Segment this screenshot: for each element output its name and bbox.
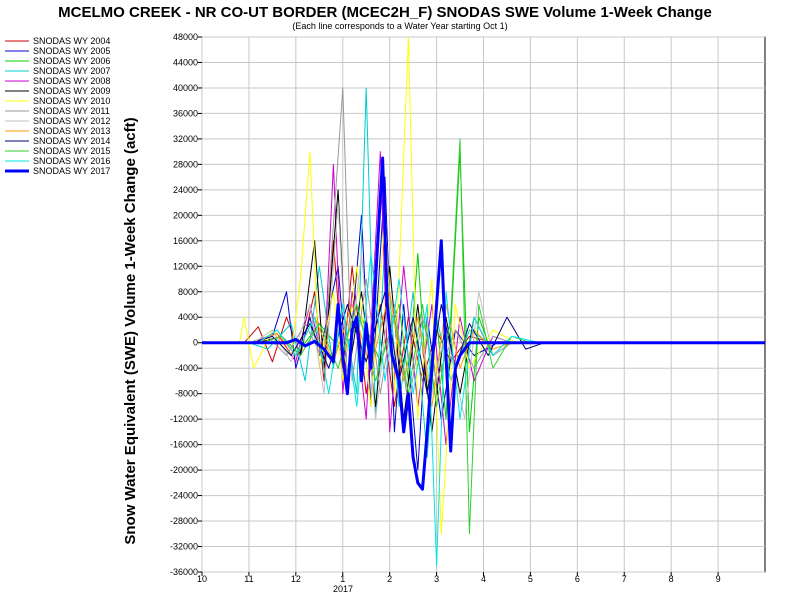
chart-subtitle: (Each line corresponds to a Water Year s… [292,21,507,31]
x-tick-labels: 10 11 12 1 2 3 4 5 6 7 8 9 [197,572,721,584]
y-tick-label: -8000 [175,389,198,399]
legend-entry: SNODAS WY 2010 [33,96,110,106]
legend-entry: SNODAS WY 2014 [33,136,110,146]
legend-entry: SNODAS WY 2007 [33,66,110,76]
legend-entry: SNODAS WY 2012 [33,116,110,126]
legend-entry: SNODAS WY 2008 [33,76,110,86]
series-line-snodas-wy-2014 [202,291,765,395]
y-tick-label: -4000 [175,363,198,373]
x-tick-label: 3 [434,574,439,584]
y-tick-label: 20000 [173,210,198,220]
chart-title: MCELMO CREEK - NR CO-UT BORDER (MCEC2H_F… [58,4,712,21]
x-tick-label: 7 [622,574,627,584]
x-tick-label: 9 [716,574,721,584]
x-tick-label: 4 [481,574,486,584]
legend-entry: SNODAS WY 2005 [33,46,110,56]
x-tick-label: 5 [528,574,533,584]
y-tick-label: 16000 [173,236,198,246]
y-tick-label: 48000 [173,32,198,42]
y-tick-label: 36000 [173,108,198,118]
legend-entry: SNODAS WY 2011 [33,106,110,116]
legend-entry: SNODAS WY 2006 [33,56,110,66]
y-tick-label: -12000 [170,414,198,424]
y-tick-label: 28000 [173,159,198,169]
y-tick-label: 32000 [173,134,198,144]
y-tick-label: -36000 [170,567,198,577]
legend-entry: SNODAS WY 2015 [33,146,110,156]
y-tick-label: -28000 [170,516,198,526]
x-tick-label: 6 [575,574,580,584]
x-tick-label: 12 [291,574,301,584]
y-tick-label: 0 [193,338,198,348]
year-label: 2017 [333,584,353,594]
y-tick-label: 12000 [173,261,198,271]
y-axis-label: Snow Water Equivalent (SWE) Volume 1-Wee… [122,117,139,544]
y-tick-label: -16000 [170,440,198,450]
y-tick-label: -20000 [170,465,198,475]
y-tick-label: -32000 [170,542,198,552]
y-tick-label: 40000 [173,83,198,93]
legend-entry: SNODAS WY 2013 [33,126,110,136]
series-line-snodas-wy-2017 [202,156,765,491]
series-lines [202,37,765,567]
x-tick-label: 2 [387,574,392,584]
x-tick-label: 10 [197,574,207,584]
x-tick-label: 8 [669,574,674,584]
series-line-snodas-wy-2011 [202,87,765,407]
legend-entry: SNODAS WY 2017 [33,166,110,176]
y-tick-label: 24000 [173,185,198,195]
legend-entry: SNODAS WY 2016 [33,156,110,166]
x-tick-label: 11 [244,574,253,584]
x-tick-label: 1 [340,574,345,584]
y-tick-label: 8000 [178,287,198,297]
legend-entry: SNODAS WY 2004 [33,36,110,46]
series-line-snodas-wy-2015 [202,138,765,535]
y-tick-label: -24000 [170,491,198,501]
y-tick-label: 4000 [178,312,198,322]
y-tick-labels: 4800044000400003600032000280002400020000… [170,32,202,577]
legend-entry: SNODAS WY 2009 [33,86,110,96]
y-tick-label: 44000 [173,57,198,67]
